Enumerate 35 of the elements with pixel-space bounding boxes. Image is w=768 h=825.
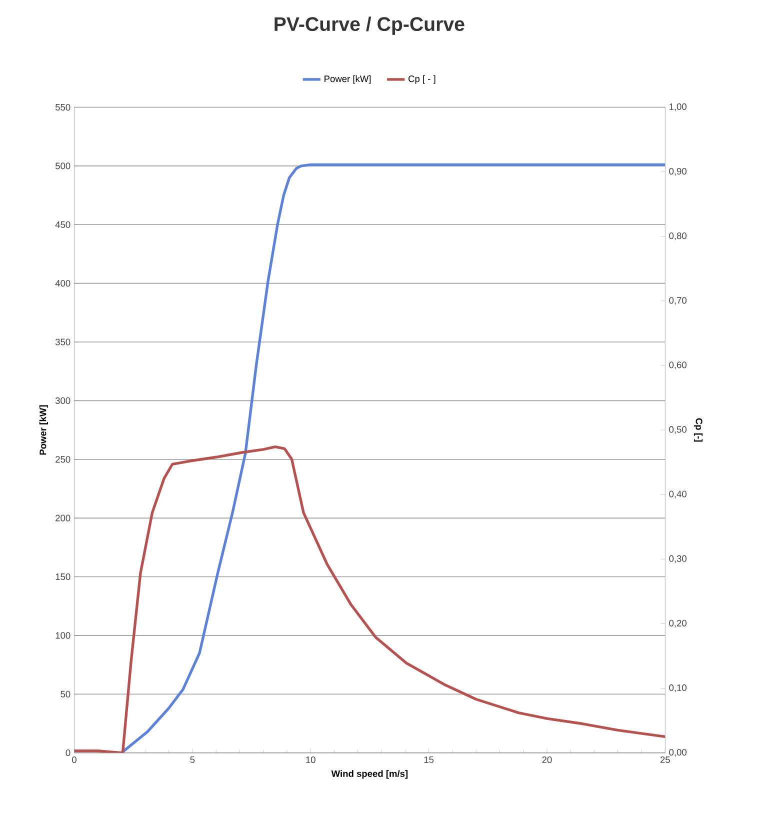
y2-tick-label: 0,00 bbox=[669, 748, 686, 757]
x-tick-label: 5 bbox=[190, 756, 194, 763]
y2-tick-label: 0,50 bbox=[669, 426, 686, 434]
y2-tick-label: 0,30 bbox=[669, 555, 686, 563]
y2-tick-label: 0,20 bbox=[669, 620, 686, 628]
chart-title: PV-Curve / Cp-Curve bbox=[274, 16, 464, 35]
y-tick-label: 550 bbox=[55, 104, 70, 111]
y-tick-label: 200 bbox=[55, 514, 70, 522]
y2-tick-label: 0,40 bbox=[669, 490, 686, 498]
y-tick-label: 50 bbox=[60, 690, 70, 698]
y2-tick-label: 0,70 bbox=[669, 297, 686, 305]
y-tick-label: 250 bbox=[55, 456, 70, 463]
x-tick-label: 0 bbox=[72, 756, 76, 764]
legend-label: Cp [ - ] bbox=[408, 75, 436, 84]
y-tick-label: 0 bbox=[66, 750, 70, 756]
y2-tick-label: 0,90 bbox=[669, 168, 686, 176]
y2-tick-label: 0,60 bbox=[669, 362, 686, 370]
y2-tick-label: 0,80 bbox=[669, 232, 686, 240]
y-tick-label: 400 bbox=[55, 280, 70, 287]
y-tick-label: 500 bbox=[55, 162, 70, 170]
y2-tick-label: 1,00 bbox=[669, 103, 686, 112]
y2-axis-title: Cp [-] bbox=[694, 418, 702, 442]
y-tick-label: 100 bbox=[56, 632, 70, 639]
x-tick-label: 10 bbox=[306, 756, 316, 764]
y-tick-label: 350 bbox=[55, 338, 70, 346]
y-tick-label: 150 bbox=[56, 573, 70, 580]
x-tick-label: 25 bbox=[660, 756, 670, 764]
x-tick-label: 15 bbox=[424, 756, 434, 763]
y-tick-label: 300 bbox=[55, 397, 70, 404]
x-axis-title: Wind speed [m/s] bbox=[331, 770, 408, 779]
y2-tick-label: 0,10 bbox=[669, 684, 686, 692]
y-axis-title: Power [kW] bbox=[39, 405, 48, 455]
x-tick-label: 20 bbox=[542, 756, 552, 764]
legend-label: Power [kW] bbox=[324, 75, 370, 84]
y-tick-label: 450 bbox=[55, 221, 70, 228]
